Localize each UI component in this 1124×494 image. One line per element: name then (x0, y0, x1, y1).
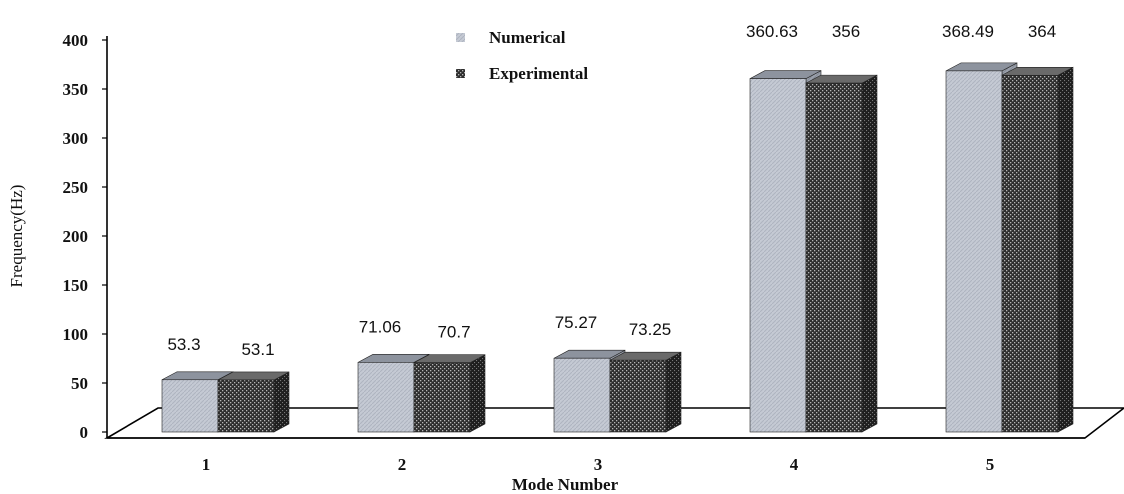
y-tick-label: 50 (71, 374, 88, 393)
x-tick-label: 3 (594, 455, 603, 474)
x-tick-label: 4 (790, 455, 799, 474)
bar-numerical-4 (749, 78, 807, 433)
data-labels-group: 53.3 53.1 71.06 70.7 75.27 73.25 360.63 356 368.… (167, 22, 1056, 359)
bar-experimental-4-side (861, 74, 878, 433)
data-label-experimental-5: 364 (1028, 22, 1056, 41)
data-label-experimental-1: 53.1 (241, 340, 274, 359)
x-tick-label: 2 (398, 455, 407, 474)
y-tick-label: 400 (63, 31, 89, 50)
y-tick-label: 200 (63, 227, 89, 246)
data-label-numerical-4: 360.63 (746, 22, 798, 41)
y-tick-label: 0 (80, 423, 89, 442)
bar-experimental-1 (217, 379, 275, 433)
x-axis-ticks: 1 2 3 4 5 (202, 455, 995, 474)
legend-label-numerical: Numerical (489, 28, 566, 47)
data-label-numerical-2: 71.06 (359, 317, 402, 336)
bar-experimental-5 (1001, 74, 1059, 433)
legend-label-experimental: Experimental (489, 64, 588, 83)
y-tick-label: 350 (63, 80, 89, 99)
bar-numerical-3 (553, 357, 611, 433)
bar-experimental-1-side (273, 371, 290, 433)
bar-experimental-3 (609, 359, 667, 433)
y-tick-label: 300 (63, 129, 89, 148)
x-tick-label: 1 (202, 455, 211, 474)
data-label-numerical-3: 75.27 (555, 313, 598, 332)
data-label-experimental-4: 356 (832, 22, 860, 41)
y-tick-label: 150 (63, 276, 89, 295)
bar-numerical-5 (945, 70, 1003, 433)
legend-marker-numerical (456, 33, 465, 42)
x-tick-label: 5 (986, 455, 995, 474)
y-tick-label: 250 (63, 178, 89, 197)
y-tick-label: 100 (63, 325, 89, 344)
x-axis-title: Mode Number (512, 475, 619, 494)
bar-numerical-1 (161, 379, 219, 433)
data-label-numerical-1: 53.3 (167, 335, 200, 354)
bar-experimental-2 (413, 362, 471, 433)
legend-marker-experimental (456, 69, 465, 78)
bar-experimental-3-side (665, 351, 682, 433)
bars-group (161, 62, 1074, 433)
bar-experimental-2-side (469, 354, 486, 433)
y-axis-title: Frequency(Hz) (7, 185, 26, 288)
data-label-experimental-2: 70.7 (437, 323, 470, 342)
y-axis-ticks: 0 50 100 150 200 250 300 350 400 (63, 31, 107, 442)
bar-experimental-5-side (1057, 66, 1074, 433)
data-label-numerical-5: 368.49 (942, 22, 994, 41)
bar-experimental-4 (805, 82, 863, 433)
bar-numerical-2 (357, 362, 415, 433)
legend: Numerical Experimental (456, 28, 588, 83)
data-label-experimental-3: 73.25 (629, 320, 672, 339)
